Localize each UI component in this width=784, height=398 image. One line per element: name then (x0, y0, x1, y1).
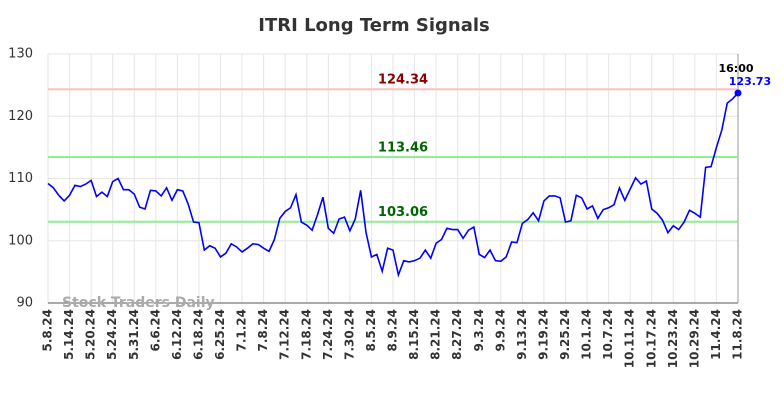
x-tick-label: 11.8.24 (731, 309, 745, 360)
x-tick-label: 7.18.24 (299, 309, 313, 360)
x-tick-label: 5.31.24 (127, 309, 141, 360)
x-tick-label: 9.3.24 (472, 309, 486, 352)
chart-title: ITRI Long Term Signals (258, 15, 489, 36)
x-tick-label: 5.20.24 (84, 309, 98, 360)
x-tick-label: 7.8.24 (256, 309, 270, 352)
x-tick-label: 7.24.24 (321, 309, 335, 360)
x-tick-label: 8.9.24 (386, 309, 400, 352)
x-tick-label: 9.9.24 (493, 309, 507, 352)
x-tick-label: 9.19.24 (536, 309, 550, 360)
reference-label: 124.34 (378, 73, 428, 88)
y-tick-label: 120 (8, 109, 33, 124)
x-tick-label: 10.23.24 (666, 309, 680, 368)
y-tick-label: 90 (16, 296, 33, 311)
x-tick-label: 10.17.24 (644, 309, 658, 368)
x-tick-label: 5.14.24 (62, 309, 76, 360)
y-tick-label: 110 (8, 171, 33, 186)
x-tick-label: 9.13.24 (515, 309, 529, 360)
last-value-label: 123.73 (729, 75, 771, 88)
x-tick-label: 6.25.24 (213, 309, 227, 360)
y-tick-label: 100 (8, 233, 33, 248)
x-tick-label: 7.12.24 (278, 309, 292, 360)
x-tick-label: 8.27.24 (450, 309, 464, 360)
x-tick-label: 5.8.24 (41, 309, 55, 352)
last-point (734, 89, 742, 97)
end-time-label: 16:00 (718, 62, 753, 75)
x-tick-label: 8.21.24 (429, 309, 443, 360)
reference-label: 103.06 (378, 205, 428, 220)
x-tick-label: 6.6.24 (148, 309, 162, 352)
watermark: Stock Traders Daily (62, 295, 215, 311)
x-tick-label: 10.29.24 (687, 309, 701, 368)
x-tick-label: 5.24.24 (105, 309, 119, 360)
x-tick-label: 7.30.24 (342, 309, 356, 360)
x-tick-label: 8.15.24 (407, 309, 421, 360)
x-tick-label: 10.1.24 (580, 309, 594, 360)
price-line (47, 92, 739, 278)
reference-label: 113.46 (378, 140, 428, 155)
y-tick-label: 130 (8, 47, 33, 62)
x-tick-label: 9.25.24 (558, 309, 572, 360)
x-tick-label: 11.4.24 (709, 309, 723, 360)
x-tick-label: 7.1.24 (235, 309, 249, 352)
x-tick-label: 10.11.24 (623, 309, 637, 368)
x-tick-label: 8.5.24 (364, 309, 378, 352)
x-tick-label: 6.18.24 (191, 309, 205, 360)
x-tick-label: 10.7.24 (601, 309, 615, 360)
x-tick-label: 6.12.24 (170, 309, 184, 360)
